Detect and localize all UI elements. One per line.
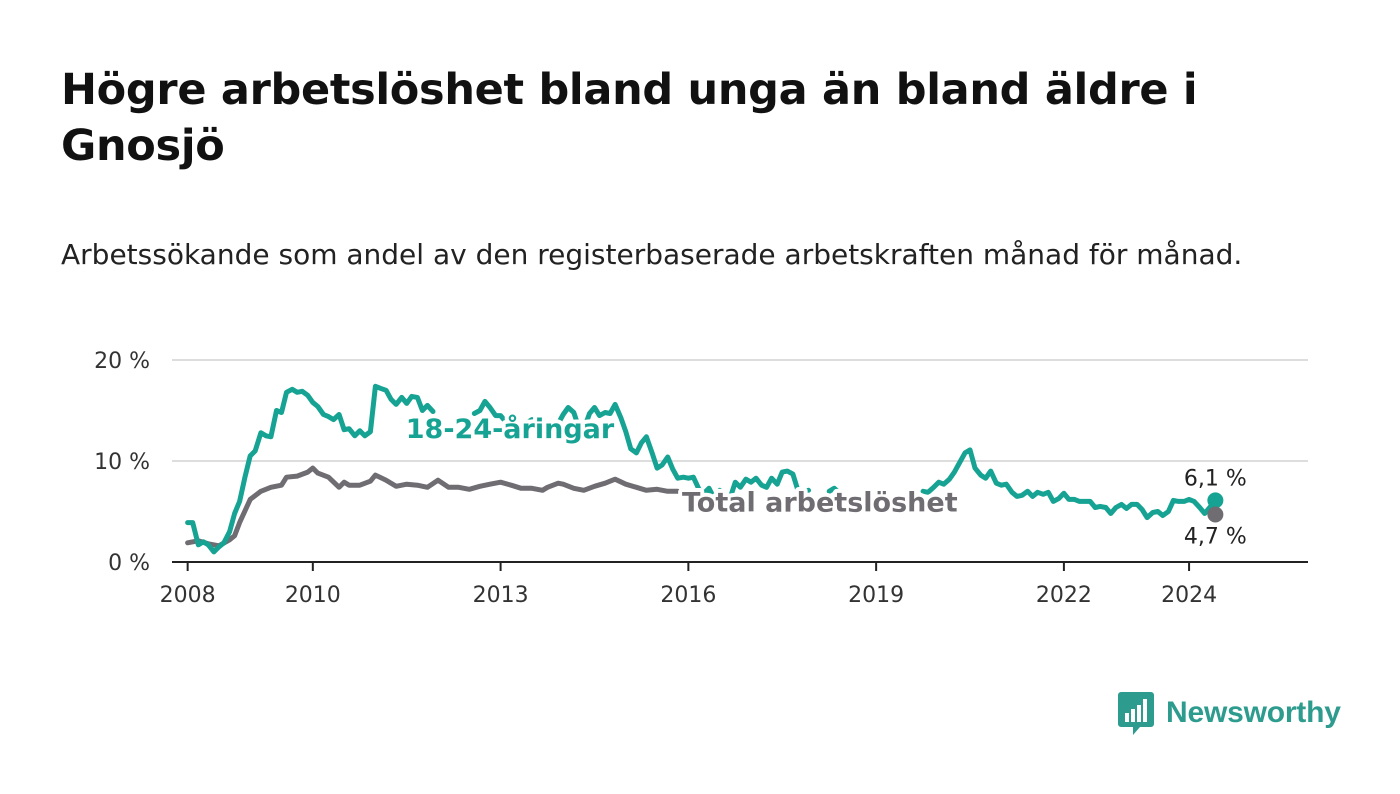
series-label-youth: 18-24-åringar [406,413,615,445]
x-tick-label: 2024 [1161,583,1217,608]
x-tick-label: 2022 [1036,583,1092,608]
end-value-label-total: 4,7 % [1184,525,1247,550]
y-tick-label: 0 % [108,551,150,576]
y-tick-label: 10 % [94,450,150,475]
x-tick-label: 2008 [160,583,216,608]
brand-name: Newsworthy [1166,696,1341,729]
series-label-youth-halo: 18-24-åringar [406,413,615,445]
x-tick-label: 2019 [848,583,904,608]
chart-title: Högre arbetslöshet bland unga än bland ä… [61,65,1198,171]
x-tick-label: 2013 [473,583,529,608]
series-label-total: Total arbetslöshet [682,488,958,519]
end-marker-total [1207,506,1224,523]
x-tick-label: 2010 [285,583,341,608]
series-line-total [185,465,749,549]
chart-subtitle: Arbetssökande som andel av den registerb… [61,238,1243,271]
series-label-total-halo: Total arbetslöshet [682,488,958,519]
end-marker-youth [1207,492,1224,509]
end-value-label-youth: 6,1 % [1184,466,1247,491]
x-tick-label: 2016 [660,583,716,608]
newsworthy-bar-chart-icon [1118,692,1154,735]
newsworthy-logo: Newsworthy [1118,690,1341,736]
series-line-youth [185,383,1218,555]
y-tick-label: 20 % [94,349,150,374]
line-chart: 0 % 10 % 20 % 2008 2010 2013 2016 2019 2022 2024 1… [94,349,1308,608]
